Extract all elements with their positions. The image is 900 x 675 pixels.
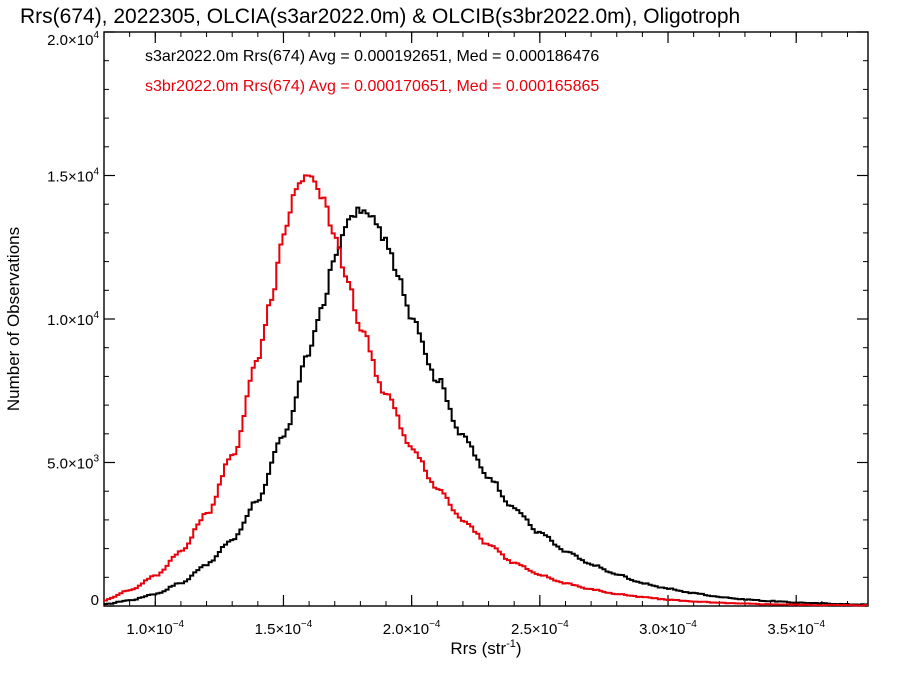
histogram-series-s3a: [104, 206, 868, 606]
chart-title: Rrs(674), 2022305, OLCIA(s3ar2022.0m) & …: [20, 5, 740, 28]
y-tick-label: 1.0×104: [47, 310, 99, 329]
y-tick-label: 5.0×103: [47, 454, 99, 473]
y-tick-label: 0: [91, 592, 99, 609]
legend-entry-s3a: s3ar2022.0m Rrs(674) Avg = 0.000192651, …: [145, 48, 599, 65]
x-tick-label: 3.0×10−4: [639, 619, 697, 638]
x-tick-label: 1.5×10−4: [255, 619, 313, 638]
histogram-series-s3b: [104, 174, 868, 607]
plot-frame: [103, 31, 869, 607]
x-tick-label: 2.0×10−4: [383, 619, 441, 638]
x-axis-ticks: 1.0×10−4 1.5×10−4 2.0×10−4 2.5×10−4 3.0×10−4…: [103, 32, 848, 638]
x-tick-label: 3.5×10−4: [767, 619, 825, 638]
legend-entry-s3b: s3br2022.0m Rrs(674) Avg = 0.000170651, …: [145, 78, 599, 95]
x-tick-label: 2.5×10−4: [511, 619, 569, 638]
y-axis-label: Number of Observations: [4, 227, 23, 411]
y-axis-ticks: 0 5.0×103 1.0×104 1.5×104 2.0×104: [47, 30, 868, 609]
x-axis-label: Rrs (str-1): [450, 638, 521, 658]
x-tick-label: 1.0×10−4: [126, 619, 184, 638]
y-tick-label: 1.5×104: [47, 167, 99, 186]
series-layer: [104, 174, 868, 607]
y-tick-label: 2.0×104: [47, 30, 99, 49]
